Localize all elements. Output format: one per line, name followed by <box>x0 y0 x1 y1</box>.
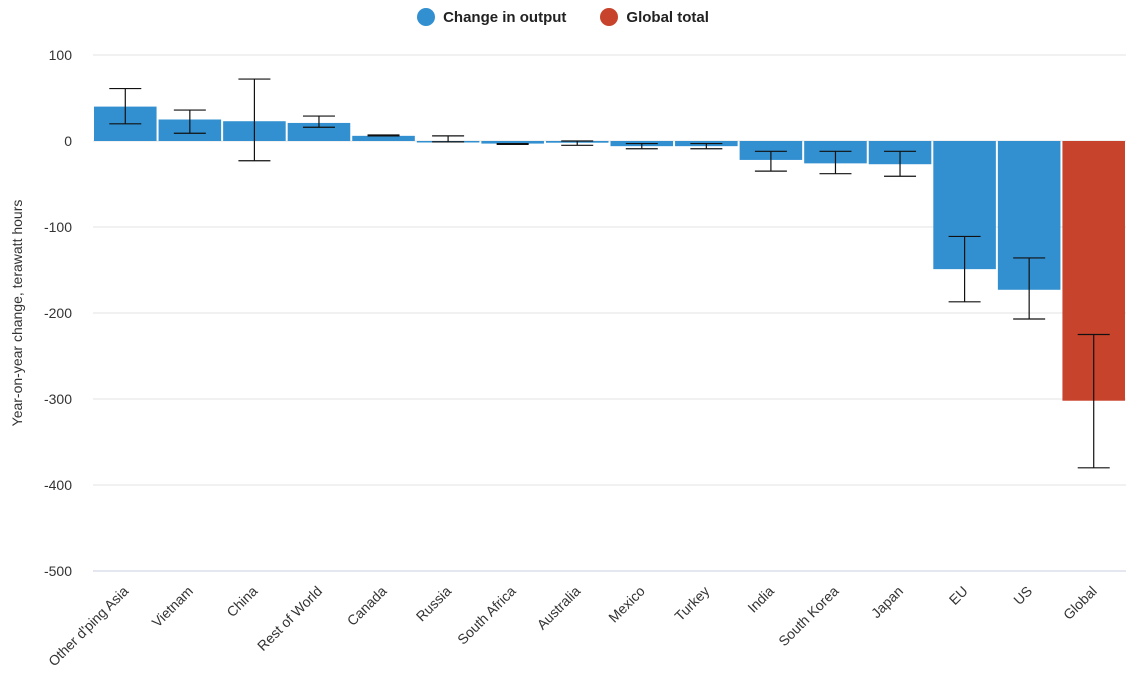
x-tick-label-japan: Japan <box>868 583 906 621</box>
x-tick-label-south-korea: South Korea <box>775 583 842 650</box>
legend-swatch-global-total <box>600 8 619 26</box>
bar-india[interactable] <box>739 141 803 160</box>
x-tick-label-canada: Canada <box>344 583 390 629</box>
y-tick-label: -200 <box>44 305 72 321</box>
y-tick-label: 100 <box>49 47 73 63</box>
x-tick-label-vietnam: Vietnam <box>149 583 196 630</box>
y-tick-label: -300 <box>44 391 72 407</box>
y-tick-label: 0 <box>64 133 72 149</box>
legend: Change in output Global total <box>0 8 1126 26</box>
x-tick-label-south-africa: South Africa <box>454 583 519 648</box>
y-tick-label: -400 <box>44 477 72 493</box>
x-tick-label-global: Global <box>1060 583 1100 623</box>
x-tick-label-us: US <box>1010 583 1035 608</box>
bar-canada[interactable] <box>352 135 415 141</box>
y-tick-label: -500 <box>44 563 72 579</box>
x-tick-label-eu: EU <box>946 583 971 608</box>
x-tick-label-russia: Russia <box>413 583 455 625</box>
x-tick-label-mexico: Mexico <box>605 583 648 626</box>
legend-label-global-total: Global total <box>626 8 709 26</box>
legend-swatch-change-in-output <box>417 8 436 26</box>
x-tick-label-china: China <box>223 583 260 620</box>
legend-item-change-in-output[interactable]: Change in output <box>417 8 566 26</box>
legend-item-global-total[interactable]: Global total <box>600 8 709 26</box>
bar-south-africa[interactable] <box>481 141 544 144</box>
x-tick-label-india: India <box>744 583 777 616</box>
legend-label-change-in-output: Change in output <box>443 8 567 26</box>
x-tick-label-other-d-ping-asia: Other d'ping Asia <box>45 583 132 670</box>
x-tick-label-australia: Australia <box>534 583 584 633</box>
x-tick-label-turkey: Turkey <box>671 583 712 624</box>
x-tick-label-rest-of-world: Rest of World <box>254 583 325 654</box>
y-tick-label: -100 <box>44 219 72 235</box>
y-axis-label: Year-on-year change, terawatt hours <box>9 200 25 427</box>
